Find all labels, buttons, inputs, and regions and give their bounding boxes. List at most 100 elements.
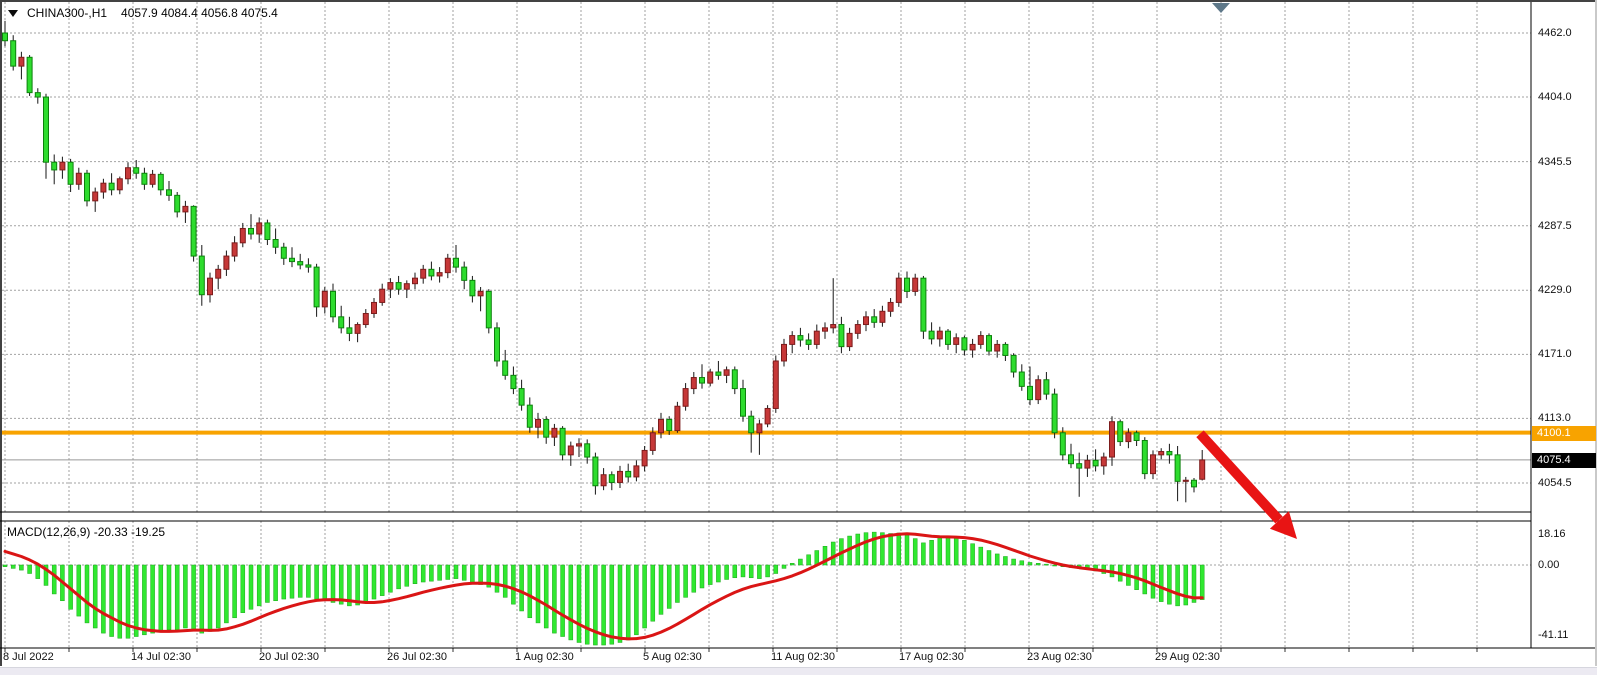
macd-histogram-bar (117, 564, 123, 639)
time-axis-label: 8 Jul 2022 (3, 651, 54, 663)
candle-body (576, 443, 582, 447)
macd-histogram-bar (445, 564, 451, 580)
candle-body (92, 191, 99, 202)
macd-histogram-bar (470, 564, 475, 584)
chart-shift-marker-icon (1212, 3, 1230, 13)
candle-body (846, 332, 853, 348)
macd-histogram-bar (1191, 564, 1197, 603)
candle-body (608, 474, 615, 483)
candle-body (920, 277, 927, 332)
macd-histogram-bar (1003, 556, 1008, 566)
macd-histogram-bar (486, 564, 492, 588)
macd-histogram-bar (986, 550, 992, 566)
candle-body (198, 255, 205, 296)
macd-histogram-bar (716, 564, 721, 583)
candle-body (469, 279, 476, 297)
candle-body (1199, 459, 1206, 480)
candle-body (1174, 454, 1181, 482)
time-axis-label: 5 Aug 02:30 (643, 651, 702, 663)
candle-body (1133, 432, 1140, 441)
candle-body (157, 173, 164, 191)
macd-histogram-bar (511, 564, 516, 605)
macd-histogram-bar (707, 564, 713, 585)
candle-body (674, 405, 681, 432)
candle-body (854, 324, 861, 334)
macd-histogram-bar (76, 564, 82, 617)
candle-body (280, 246, 287, 259)
candle-body (502, 360, 509, 376)
macd-histogram-bar (273, 564, 278, 602)
macd-histogram-bar (634, 564, 639, 636)
macd-histogram-bar (650, 564, 656, 622)
macd-histogram-bar (437, 564, 442, 581)
candle-body (863, 316, 869, 326)
macd-histogram-bar (101, 564, 106, 634)
window-frame-left (0, 0, 2, 666)
macd-histogram-bar (642, 564, 647, 629)
candle-body (936, 330, 943, 340)
macd-histogram-bar (953, 537, 959, 566)
macd-histogram-bar (863, 532, 869, 566)
symbol-dropdown-icon[interactable] (8, 10, 18, 18)
macd-histogram-bar (757, 564, 762, 579)
candle-body (100, 182, 107, 193)
macd-histogram-bar (527, 564, 533, 619)
candle-body (215, 268, 222, 279)
candle-body (928, 330, 935, 340)
candle-body (1018, 371, 1025, 387)
macd-histogram-bar (297, 564, 303, 598)
candle-body (1010, 354, 1017, 373)
candle-body (321, 290, 328, 308)
macd-histogram-bar (125, 564, 131, 639)
macd-histogram-bar (338, 564, 344, 605)
candle-body (256, 222, 263, 235)
candle-body (133, 167, 140, 174)
candle-body (510, 374, 517, 390)
candle-body (75, 172, 82, 185)
candle-body (690, 377, 697, 390)
macd-histogram-bar (429, 564, 434, 582)
candle-body (207, 277, 213, 296)
candle-body (1117, 421, 1124, 443)
ohlc-values: 4057.9 4084.4 4056.8 4075.4 (121, 6, 278, 20)
macd-histogram-bar (183, 564, 188, 629)
candle-body (543, 419, 550, 438)
candle-body (781, 343, 787, 362)
macd-histogram-bar (10, 564, 16, 569)
macd-histogram-bar (978, 546, 984, 566)
macd-histogram-bar (19, 564, 24, 571)
macd-signal-line (3, 532, 1204, 641)
macd-histogram-bar (27, 564, 32, 574)
candle-body (412, 277, 418, 285)
candle-body (297, 261, 304, 266)
macd-histogram-bar (84, 564, 90, 624)
candle-body (116, 178, 123, 191)
time-axis-label: 20 Jul 02:30 (259, 651, 319, 663)
window-frame-top (0, 0, 1597, 2)
candle-body (477, 290, 484, 297)
macd-histogram-bar (748, 564, 754, 579)
macd-histogram-bar (584, 564, 590, 645)
candle-body (1166, 451, 1173, 456)
candle-body (871, 316, 878, 323)
level-price-badge[interactable]: 4100.1 (1532, 426, 1596, 441)
candle-body (59, 161, 66, 171)
macd-histogram-bar (904, 534, 910, 566)
candle-body (641, 449, 648, 467)
price-axis-label: 4229.0 (1538, 284, 1572, 297)
candle-body (18, 56, 25, 67)
candle-body (43, 96, 49, 163)
macd-histogram-bar (347, 564, 352, 607)
macd-histogram-bar (461, 564, 467, 581)
candle-body (338, 316, 345, 329)
candle-body (1027, 385, 1033, 401)
window-frame-right (1595, 0, 1597, 666)
time-axis-label: 29 Aug 02:30 (1155, 651, 1220, 663)
macd-histogram-bar (396, 564, 401, 590)
candle-body (313, 266, 320, 308)
candle-body (748, 415, 755, 434)
macd-histogram-bar (683, 564, 688, 598)
macd-histogram-bar (962, 540, 967, 566)
